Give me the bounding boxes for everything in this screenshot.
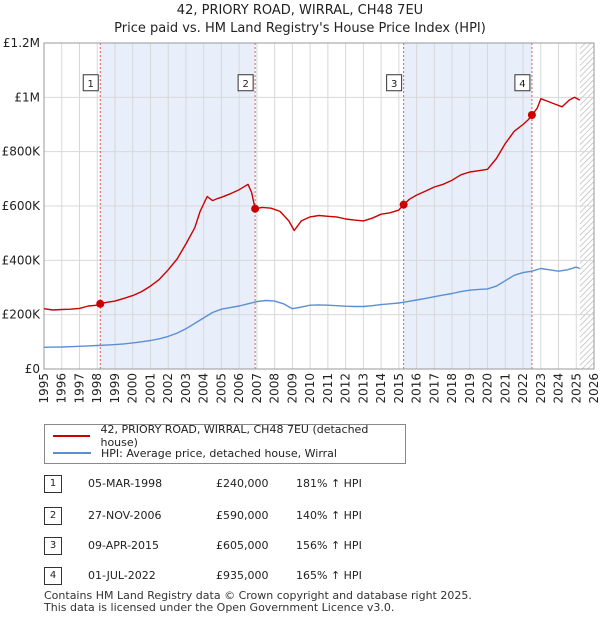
sale-hpi-change: 156% ↑ HPI [296,539,362,552]
sale-point [251,204,260,213]
sale-price: £935,000 [216,569,269,582]
y-tick-label: £400K [2,253,42,267]
x-tick-label: 2011 [321,373,335,404]
sale-row: 2 27-NOV-2006 £590,000 140% ↑ HPI [44,506,404,526]
sale-marker-label: 2 [44,507,62,525]
x-tick-label: 2013 [356,373,370,404]
sale-label-box [82,74,99,92]
x-tick-label: 2018 [445,373,459,404]
sale-price: £605,000 [216,539,269,552]
sale-row: 4 01-JUL-2022 £935,000 165% ↑ HPI [44,566,404,586]
chart-subtitle: Price paid vs. HM Land Registry's House … [114,21,486,36]
y-tick-label: £200K [2,308,42,322]
chart-title: 42, PRIORY ROAD, WIRRAL, CH48 7EU [176,3,424,18]
x-tick-label: 1995 [37,373,51,404]
sale-label-number: 2 [242,79,248,90]
legend-item-property: 42, PRIORY ROAD, WIRRAL, CH48 7EU (detac… [53,423,405,449]
x-tick-label: 1999 [108,373,122,404]
chart-legend: 42, PRIORY ROAD, WIRRAL, CH48 7EU (detac… [44,423,406,464]
sale-label-box [237,74,254,92]
legend-swatch-property [53,435,91,437]
x-tick-label: 2000 [126,373,140,404]
x-tick-label: 2017 [427,373,441,404]
legend-swatch-hpi [53,452,91,454]
y-tick-label: £1.2M [3,36,40,50]
x-tick-label: 2022 [516,373,530,404]
sale-label-number: 4 [519,79,525,90]
hpi-series-line [43,266,581,348]
x-tick-label: 2016 [410,373,424,404]
sale-point [527,110,536,119]
x-tick-label: 2006 [232,373,246,404]
x-tick-label: 2020 [481,373,495,404]
y-tick-label: £800K [2,145,42,159]
sale-point [399,200,408,209]
x-tick-label: 2025 [569,373,583,404]
legend-label-hpi: HPI: Average price, detached house, Wirr… [101,446,337,460]
plot-frame [43,42,595,370]
sale-date: 01-JUL-2022 [88,569,156,582]
x-tick-label: 2026 [587,373,600,404]
footer-line-copyright: Contains HM Land Registry data © Crown c… [44,589,472,602]
sale-marker-label: 3 [44,537,62,555]
y-tick-label: £1M [14,90,40,104]
x-tick-label: 2001 [143,373,157,404]
x-tick-label: 2008 [268,373,282,404]
sale-hpi-change: 140% ↑ HPI [296,509,362,522]
sale-marker-label: 1 [44,475,62,493]
sale-row: 3 09-APR-2015 £605,000 156% ↑ HPI [44,536,404,556]
sale-label-number: 1 [88,79,94,90]
sale-price: £240,000 [216,477,269,490]
x-tick-label: 2014 [374,373,388,404]
legend-item-hpi: HPI: Average price, detached house, Wirr… [53,445,337,461]
x-tick-label: 2021 [498,373,512,404]
x-tick-label: 2019 [463,373,477,404]
y-tick-label: £0 [25,362,40,376]
sale-marker-label: 4 [44,567,62,585]
sale-point [96,299,105,308]
x-tick-label: 2023 [534,373,548,404]
x-tick-label: 2024 [552,373,566,404]
x-tick-label: 1998 [90,373,104,404]
sale-label-box [386,74,403,92]
x-tick-label: 2010 [303,373,317,404]
property-series-line [43,96,581,311]
sale-date: 05-MAR-1998 [88,477,163,490]
x-tick-label: 2005 [214,373,228,404]
x-tick-label: 2003 [179,373,193,404]
footer-attribution: Contains HM Land Registry data © Crown c… [44,590,472,614]
x-tick-label: 2015 [392,373,406,404]
x-tick-label: 2004 [197,373,211,404]
x-tick-label: 2007 [250,373,264,404]
x-tick-label: 1997 [72,373,86,404]
x-tick-label: 1996 [55,373,69,404]
sale-hpi-change: 165% ↑ HPI [296,569,362,582]
y-tick-label: £600K [2,199,42,213]
sale-date: 27-NOV-2006 [88,509,162,522]
sale-label-box [514,74,531,92]
sale-hpi-change: 181% ↑ HPI [296,477,362,490]
x-tick-label: 2009 [285,373,299,404]
sale-date: 09-APR-2015 [88,539,160,552]
x-tick-label: 2012 [339,373,353,404]
sale-price: £590,000 [216,509,269,522]
footer-line-licence: This data is licensed under the Open Gov… [44,601,395,614]
sale-row: 1 05-MAR-1998 £240,000 181% ↑ HPI [44,474,404,494]
x-tick-label: 2002 [161,373,175,404]
sale-label-number: 3 [391,79,397,90]
legend-label-property: 42, PRIORY ROAD, WIRRAL, CH48 7EU (detac… [100,423,369,449]
